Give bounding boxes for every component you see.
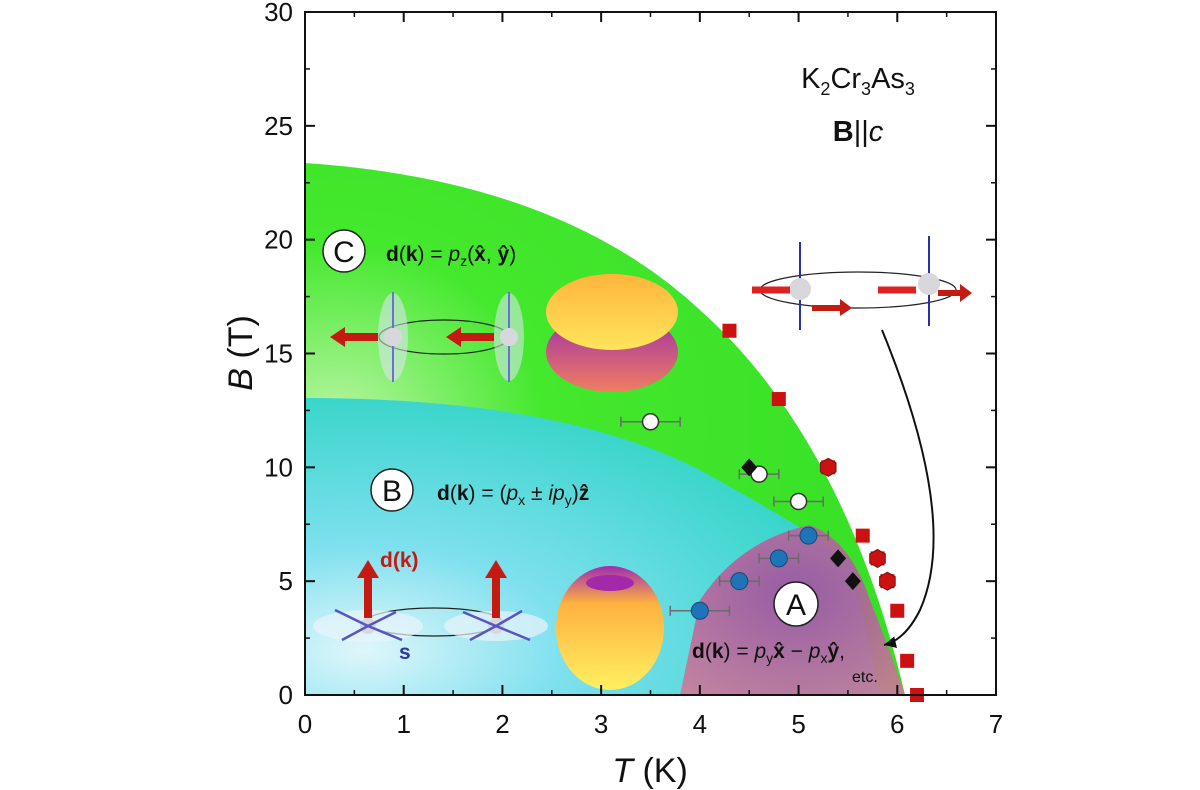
x-axis-title: T (K) [612,752,688,790]
phase-label-a: A [773,581,819,627]
data-point-open-circle [789,492,808,511]
x-tick-label: 2 [495,709,509,739]
y-axis-title: B (T) [222,315,260,391]
svg-text:C: C [333,236,355,269]
field-orientation-label: B||c [833,116,884,148]
data-point-square [900,653,915,668]
x-tick-label: 5 [791,709,805,739]
phase-label-b: B [370,468,414,512]
formula-a: d(k) = pyx̂ − pxŷ, [692,640,845,666]
data-point-hexagon [819,457,837,477]
y-tick-label: 30 [264,0,293,27]
spin-pair-a [752,236,972,330]
x-tick-label: 4 [693,709,707,739]
data-point-filled-circle [730,572,749,591]
data-point-filled-circle [769,549,788,568]
data-point-filled-circle [690,601,709,620]
y-tick-label: 5 [279,566,293,596]
data-point-diamond [844,572,861,591]
spin-pair-c [330,292,524,382]
data-layer [620,323,925,702]
data-point-square [855,528,870,543]
formula-b: d(k) = (px ± ipy)ẑ [437,482,589,508]
compound-label: K2Cr3As3 [801,63,915,99]
formula-c: d(k) = pz(x̂, ŷ) [386,243,516,269]
phase-label-c: C [322,229,366,273]
data-point-square [722,323,737,338]
x-tick-label: 1 [396,709,410,739]
data-point-square [890,603,905,618]
data-point-square [771,392,786,407]
y-tick-label: 10 [264,452,293,482]
data-point-hexagon [869,548,886,568]
data-point-open-circle [641,413,660,431]
orbital-torus-lower [556,566,664,690]
y-tick-label: 0 [279,680,293,710]
dk-vector-label: d(k) [380,549,419,572]
x-tick-label: 7 [989,709,1003,739]
x-tick-label: 6 [890,709,904,739]
svg-text:A: A [786,589,806,622]
transition-arrow [881,329,935,649]
svg-text:B: B [382,475,402,508]
y-tick-label: 15 [264,339,293,369]
data-point-diamond [741,458,758,477]
data-point-hexagon [879,571,896,591]
y-tick-label: 20 [264,225,293,255]
x-tick-label: 3 [594,709,608,739]
spin-vector-label: s [399,641,411,664]
data-point-filled-circle [799,526,818,545]
spin-pair-b [313,560,548,642]
data-point-diamond [830,549,847,568]
formula-a-note: etc. [852,669,878,686]
tick-layer: 0 1 2 3 4 5 6 7 0 5 10 15 20 25 30 [264,0,1003,739]
y-tick-label: 25 [264,111,293,141]
orbital-torus-upper [546,274,678,392]
x-tick-label: 0 [298,709,312,739]
